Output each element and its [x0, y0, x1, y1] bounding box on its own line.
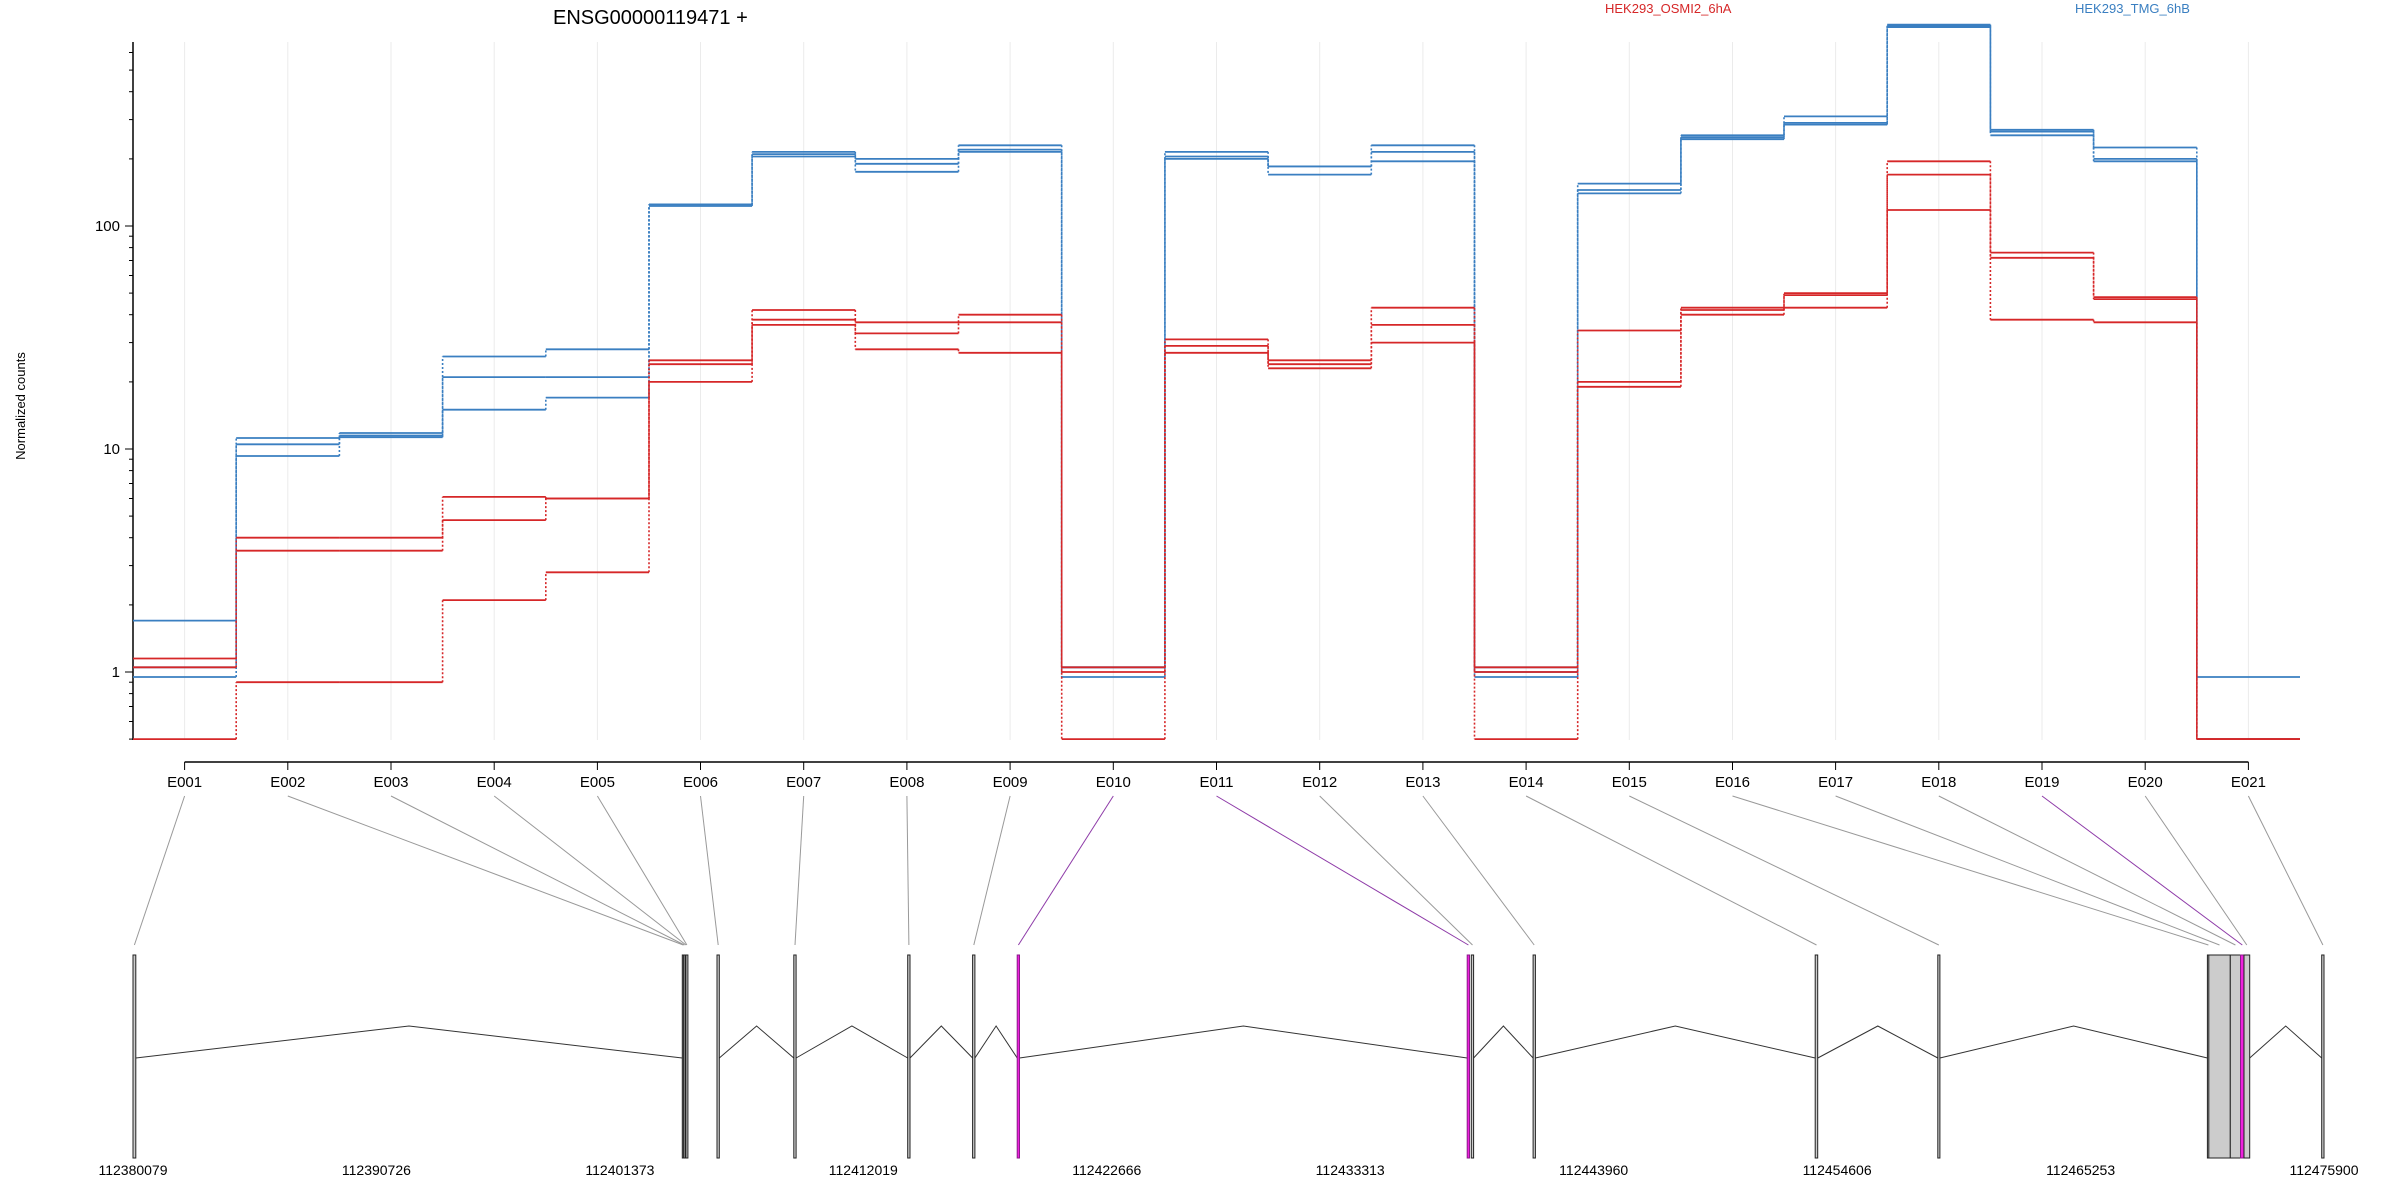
exon-connector	[287, 795, 684, 946]
intron-line	[1473, 1025, 1534, 1059]
exon-connector	[1732, 795, 2209, 946]
legend-entry-tmg: HEK293_TMG_6hB	[2075, 1, 2190, 16]
exon-connector	[1216, 795, 1469, 946]
intron-line	[1817, 1025, 1939, 1059]
x-tick-label: E014	[1509, 774, 1544, 791]
coordinate-label: 112401373	[585, 1162, 654, 1178]
exon-box	[1937, 954, 1941, 1159]
exon-connector	[973, 795, 1011, 946]
x-tick-label: E012	[1302, 774, 1337, 791]
intron-line	[1535, 1025, 1816, 1059]
x-tick-label: E004	[477, 774, 512, 791]
exon-connector	[133, 795, 186, 946]
coordinate-label: 112475900	[2289, 1162, 2358, 1178]
exon-box	[2243, 954, 2251, 1159]
x-tick-label: E002	[270, 774, 305, 791]
x-tick-label: E019	[2024, 774, 2059, 791]
intron-line	[135, 1025, 683, 1059]
x-tick-label: E010	[1096, 774, 1131, 791]
intron-line	[974, 1025, 1018, 1059]
exon-box	[1814, 954, 1819, 1159]
coordinate-label: 112443960	[1559, 1162, 1628, 1178]
y-tick-label: 10	[103, 441, 120, 458]
exon-box	[1470, 954, 1475, 1159]
coordinate-label: 112433313	[1316, 1162, 1385, 1178]
intron-line	[909, 1025, 973, 1059]
exon-connector	[1938, 795, 2236, 946]
x-tick-label: E001	[167, 774, 202, 791]
x-tick-label: E007	[786, 774, 821, 791]
exon-connector-layer	[133, 795, 2324, 946]
intron-line	[795, 1025, 908, 1059]
x-tick-label: E020	[2128, 774, 2163, 791]
exon-box	[2229, 954, 2242, 1159]
exon-connector	[2144, 795, 2248, 946]
y-tick-label: 1	[112, 664, 120, 681]
coordinate-label: 112465253	[2046, 1162, 2115, 1178]
exon-connector	[1319, 795, 1473, 946]
exon-box	[907, 954, 911, 1159]
coordinate-label: 112380079	[98, 1162, 167, 1178]
coordinate-label: 112422666	[1072, 1162, 1141, 1178]
x-tick-label: E008	[889, 774, 924, 791]
y-tick-label: 100	[95, 218, 120, 235]
exon-box	[2208, 954, 2231, 1159]
x-tick-label: E016	[1715, 774, 1750, 791]
x-tick-label: E011	[1200, 774, 1234, 791]
exon-connector	[1835, 795, 2220, 946]
x-axis: E001 E002 E003 E004 E005 E006 E007 E008 E009 E010…	[167, 761, 2266, 791]
exon-connector	[2041, 795, 2243, 946]
exon-connector	[596, 795, 688, 946]
intron-line	[2249, 1025, 2323, 1059]
chart-title: ENSG00000119471 +	[553, 7, 748, 29]
exon-connector	[794, 795, 805, 946]
exon-connector	[1017, 795, 1114, 946]
x-tick-label: E009	[993, 774, 1028, 791]
x-tick-label: E013	[1405, 774, 1440, 791]
exon-connector	[1422, 795, 1535, 946]
exon-connector	[700, 795, 719, 946]
exon-box	[1532, 954, 1536, 1159]
x-tick-label: E015	[1612, 774, 1647, 791]
coordinate-label: 112390726	[342, 1162, 411, 1178]
exon-box	[972, 954, 976, 1159]
genomic-coordinate-axis: 112380079 112390726 112401373 112412019 1124…	[98, 1162, 2358, 1178]
exon-connector	[906, 795, 910, 946]
x-tick-label: E018	[1921, 774, 1956, 791]
intron-line	[1939, 1025, 2208, 1059]
plot-grid	[184, 42, 2249, 740]
exon-box	[716, 954, 720, 1159]
exon-box	[2321, 954, 2325, 1159]
x-tick-label: E017	[1818, 774, 1853, 791]
exon-box	[1016, 954, 1021, 1159]
coordinate-label: 112454606	[1803, 1162, 1872, 1178]
exon-box	[2240, 954, 2245, 1159]
exon-connector	[390, 795, 685, 946]
gene-model	[132, 954, 2325, 1159]
legend-entry-osmi2: HEK293_OSMI2_6hA	[1605, 1, 1732, 16]
exon-box	[1466, 954, 1470, 1159]
intron-line	[718, 1025, 795, 1059]
exon-connector	[1525, 795, 1817, 946]
x-tick-label: E006	[683, 774, 718, 791]
x-tick-label: E003	[373, 774, 408, 791]
series-layer	[133, 23, 2300, 740]
exon-connector	[1629, 795, 1940, 946]
exon-box	[793, 954, 797, 1159]
x-tick-label: E005	[580, 774, 615, 791]
coordinate-label: 112412019	[829, 1162, 898, 1178]
exon-connector	[493, 795, 687, 946]
y-axis-label: Normalized counts	[13, 352, 28, 460]
y-axis: 1 10 100	[95, 42, 134, 740]
exon-box	[132, 954, 137, 1159]
intron-line	[1019, 1025, 1468, 1059]
exon-connector	[2247, 795, 2324, 946]
x-tick-label: E021	[2231, 774, 2266, 791]
exon-box	[685, 954, 689, 1159]
